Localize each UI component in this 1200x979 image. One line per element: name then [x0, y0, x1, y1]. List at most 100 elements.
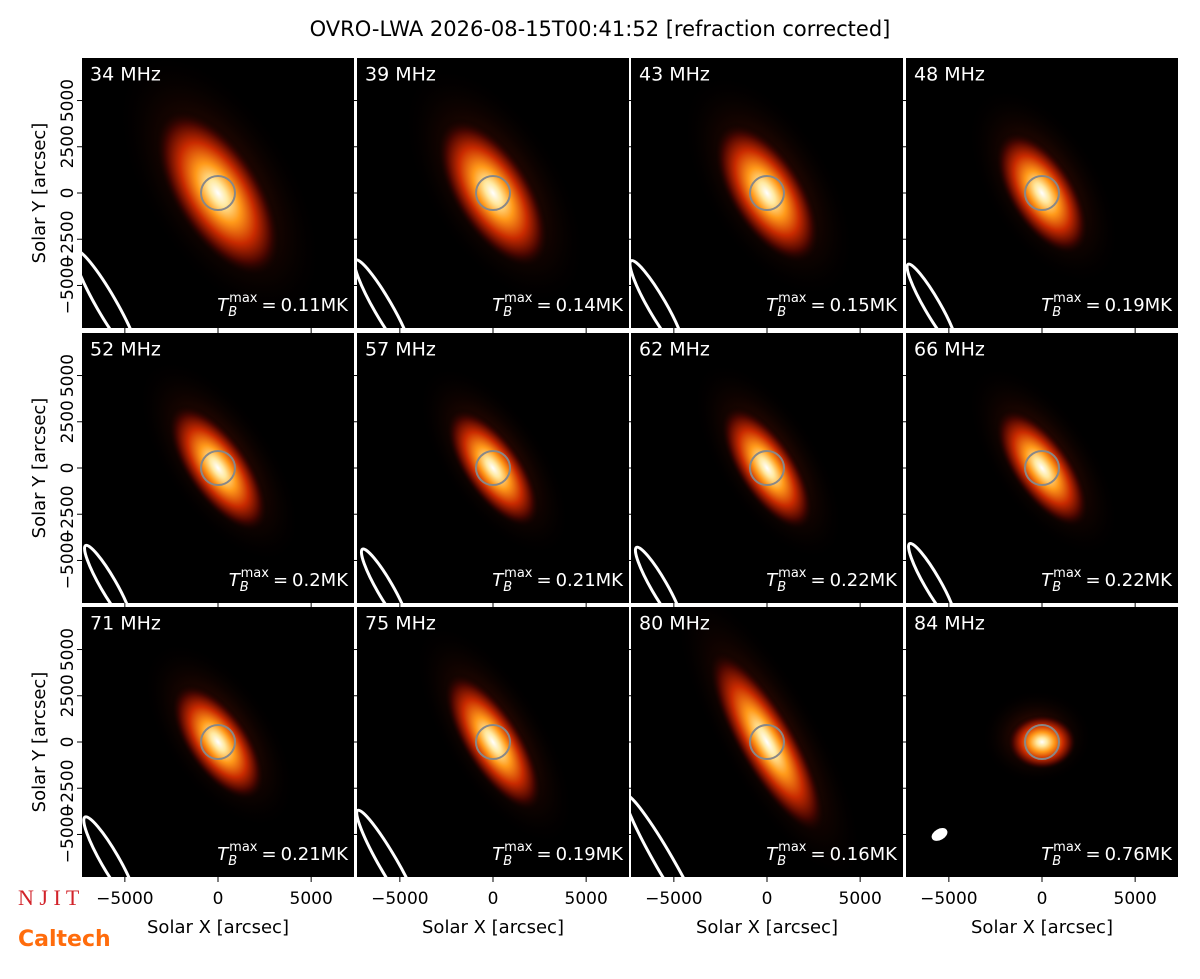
beam: [633, 545, 684, 603]
tb-value: 0.22MK: [830, 570, 899, 591]
solar-disk: [1024, 724, 1060, 760]
emission: [720, 405, 814, 531]
tb-sub: B: [503, 305, 512, 320]
panel: [906, 607, 1178, 877]
logo-njit: N J I T: [18, 885, 80, 910]
y-tick-label: 0: [58, 737, 78, 748]
x-tick-label: −5000: [96, 889, 154, 909]
tb-sub: B: [228, 305, 237, 320]
panel: [82, 58, 354, 328]
solar-disk: [749, 450, 785, 486]
tb-symbol: T: [1041, 295, 1054, 316]
panel: [906, 333, 1178, 603]
x-tick-label: 5000: [839, 889, 882, 909]
solar-disk: [1024, 450, 1060, 486]
beam: [357, 808, 423, 877]
frequency-label: 66 MHz: [914, 339, 985, 361]
tb-sub: B: [1052, 854, 1061, 869]
beam: [83, 543, 134, 603]
frequency-label: 48 MHz: [914, 64, 985, 86]
y-tick-label: −5000: [58, 806, 78, 864]
tb-max-label: TBmax = 0.22MK: [766, 566, 898, 595]
beam: [82, 815, 138, 877]
y-tick-label: 2500: [58, 674, 78, 717]
emission: [436, 117, 550, 269]
solar-disk: [200, 724, 236, 760]
x-axis-label: Solar X [arcsec]: [422, 917, 564, 938]
panel: [631, 333, 903, 603]
tb-eq: =: [810, 295, 825, 316]
tb-value: 0.21MK: [556, 570, 625, 591]
tb-symbol: T: [766, 295, 779, 316]
panel: [82, 333, 354, 603]
beam: [907, 541, 958, 603]
x-tick-label: 5000: [565, 889, 608, 909]
x-tick-label: −5000: [371, 889, 429, 909]
panel: [631, 58, 903, 328]
panel: [357, 58, 629, 328]
frequency-label: 39 MHz: [365, 64, 436, 86]
frequency-label: 62 MHz: [639, 339, 710, 361]
tb-eq: =: [261, 844, 276, 865]
beam: [906, 262, 959, 328]
tb-value: 0.76MK: [1105, 844, 1174, 865]
frequency-label: 71 MHz: [90, 613, 161, 635]
panel: [906, 58, 1178, 328]
tb-symbol: T: [492, 295, 505, 316]
frequency-label: 80 MHz: [639, 613, 710, 635]
tb-symbol: T: [492, 570, 505, 591]
tb-eq: =: [536, 844, 551, 865]
y-tick-label: 5000: [58, 79, 78, 122]
tb-eq: =: [261, 295, 276, 316]
y-tick-label: −2500: [58, 485, 78, 543]
tb-symbol: T: [229, 570, 242, 591]
x-tick-label: −5000: [645, 889, 703, 909]
tb-max-label: TBmax = 0.19MK: [492, 840, 624, 869]
tb-sup: max: [229, 840, 258, 855]
tb-sup: max: [241, 566, 270, 581]
tb-symbol: T: [217, 844, 230, 865]
figure-title: OVRO-LWA 2026-08-15T00:41:52 [refraction…: [310, 17, 891, 41]
x-tick-label: 0: [1037, 889, 1048, 909]
emission: [994, 408, 1090, 528]
y-tick-label: 2500: [58, 125, 78, 168]
tb-sup: max: [778, 566, 807, 581]
tb-max-label: TBmax = 0.2MK: [229, 566, 350, 595]
tb-symbol: T: [766, 570, 779, 591]
tb-max-label: TBmax = 0.21MK: [217, 840, 349, 869]
tb-sub: B: [777, 580, 786, 595]
tb-max-label: TBmax = 0.19MK: [1041, 291, 1173, 320]
tb-symbol: T: [766, 844, 779, 865]
logo-caltech: Caltech: [18, 927, 111, 952]
solar-disk: [749, 724, 785, 760]
tb-sub: B: [777, 854, 786, 869]
tb-sub: B: [240, 580, 249, 595]
solar-disk: [475, 450, 511, 486]
tb-sup: max: [504, 566, 533, 581]
tb-eq: =: [1085, 844, 1100, 865]
x-tick-label: 0: [762, 889, 773, 909]
emission: [1007, 714, 1077, 770]
tb-eq: =: [810, 570, 825, 591]
y-tick-label: 5000: [58, 354, 78, 397]
tb-sup: max: [504, 291, 533, 306]
tb-max-label: TBmax = 0.16MK: [766, 840, 898, 869]
solar-disk: [475, 175, 511, 211]
emission: [154, 108, 282, 278]
tb-sub: B: [228, 854, 237, 869]
tb-eq: =: [536, 295, 551, 316]
tb-sup: max: [778, 291, 807, 306]
tb-eq: =: [536, 570, 551, 591]
emission: [708, 649, 826, 835]
tb-sup: max: [229, 291, 258, 306]
tb-sub: B: [777, 305, 786, 320]
beam: [82, 248, 140, 328]
tb-eq: =: [810, 844, 825, 865]
tb-value: 0.11MK: [281, 295, 350, 316]
frequency-label: 57 MHz: [365, 339, 436, 361]
x-tick-label: −5000: [920, 889, 978, 909]
tb-sub: B: [503, 854, 512, 869]
beam: [631, 793, 706, 877]
tb-sup: max: [1053, 840, 1082, 855]
tb-max-label: TBmax = 0.76MK: [1041, 840, 1173, 869]
